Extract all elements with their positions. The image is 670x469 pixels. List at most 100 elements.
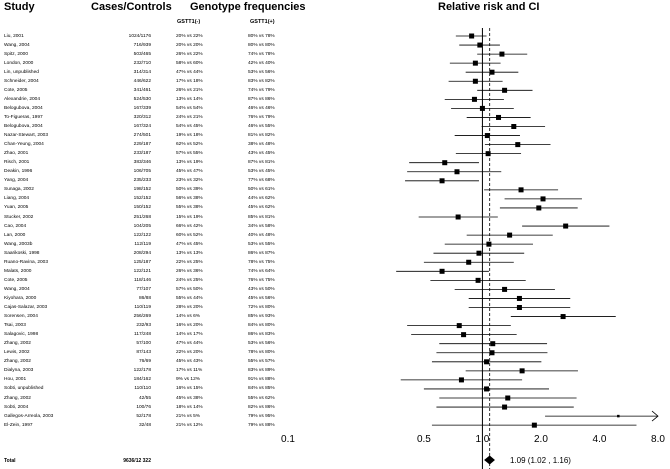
study-name: To-Figueras, 1997 (4, 114, 43, 120)
cases-controls: 383/346 (133, 160, 151, 166)
cases-controls: 122/122 (133, 232, 151, 238)
gstt1-null-freq: 21% vs 12% (176, 422, 203, 428)
study-name: Zhang, 2002 (4, 395, 31, 401)
gstt1-present-freq: 91% vs 88% (248, 377, 275, 383)
study-name: Risch, 2001 (4, 160, 30, 166)
gstt1-present-freq: 83% vs 82% (248, 78, 275, 84)
gstt1-present-freq: 43% vs 45% (248, 151, 275, 157)
gstt1-null-freq: 17% vs 11% (176, 368, 203, 374)
point-estimate (531, 422, 537, 428)
gstt1-present-freq: 80% vs 80% (248, 42, 275, 48)
study-name: Cote, 2005 (4, 277, 28, 283)
study-name: Ruano-Ravina, 2003 (4, 259, 49, 265)
point-estimate (454, 169, 460, 175)
study-name: Dialyna, 2003 (4, 368, 34, 374)
cases-controls: 110/119 (134, 305, 151, 310)
gstt1-present-freq: 34% vs 58% (248, 223, 275, 229)
x-tick-label: 0.1 (281, 434, 295, 445)
gstt1-present-freq: 43% vs 50% (248, 286, 275, 292)
study-name: Lin, unpublished (4, 69, 39, 75)
cases-controls: 152/152 (133, 196, 151, 202)
cases-controls: 125/187 (133, 259, 151, 265)
study-name: Cote, 2005 (4, 87, 28, 93)
study-name: Nazar-Stewart, 2003 (4, 133, 48, 139)
gstt1-present-freq: 79% vs 88% (248, 422, 275, 428)
cases-controls: 42/55 (138, 395, 151, 401)
x-tick-label: 1.0 (475, 434, 490, 445)
gstt1-present-freq: 74% vs 79% (248, 87, 275, 93)
gstt1-null-freq: 16% vs 15% (176, 386, 203, 392)
gstt1-null-freq: 58% vs 60% (176, 60, 203, 66)
cases-controls: 117/248 (134, 332, 151, 338)
point-estimate (536, 205, 542, 211)
gstt1-null-freq: 15% vs 19% (176, 214, 203, 220)
study-name: Belogubova, 2004 (4, 124, 43, 129)
gstt1-present-freq: 84% vs 85% (248, 386, 275, 392)
point-estimate (476, 250, 482, 256)
point-estimate (484, 133, 490, 139)
x-tick-label: 8.0 (651, 434, 665, 445)
point-estimate (486, 241, 492, 247)
gstt1-null-freq: 60% vs 52% (176, 232, 203, 238)
study-name: Stucker, 2002 (4, 214, 34, 220)
gstt1-null-freq: 26% vs 21% (176, 87, 203, 93)
point-estimate (479, 105, 485, 111)
cases-controls: 1024/1176 (128, 33, 151, 39)
gstt1-present-freq: 86% vs 83% (248, 332, 275, 338)
study-name: Malats, 2000 (4, 268, 32, 274)
x-tick-label: 2.0 (533, 434, 548, 445)
gstt1-present-freq: 79% vs 95% (248, 413, 275, 419)
point-estimate (472, 78, 478, 84)
header-relative-risk: Relative risk and CI (438, 1, 540, 13)
gstt1-present-freq: 72% vs 80% (248, 305, 275, 310)
cases-controls: 256/269 (133, 314, 151, 320)
cases-controls: 341/461 (133, 87, 151, 93)
point-estimate (511, 124, 517, 129)
gstt1-present-freq: 80% vs 78% (248, 33, 275, 39)
cases-controls: 76/69 (138, 359, 151, 365)
gstt1-null-freq: 13% vs 19% (176, 160, 203, 166)
gstt1-null-freq: 20% vs 22% (176, 33, 203, 39)
gstt1-null-freq: 66% vs 42% (176, 223, 203, 229)
point-estimate (516, 305, 522, 310)
gstt1-null-freq: 57% vs 50% (176, 286, 203, 292)
study-name: Yang, 2004 (4, 178, 29, 184)
study-name: Gallegos-Arreola, 2003 (4, 413, 54, 419)
gstt1-null-freq: 23% vs 32% (176, 178, 203, 184)
header-genotype-frequencies: Genotype frequencies (190, 1, 306, 13)
gstt1-present-freq: 46% vs 55% (248, 124, 275, 129)
cases-controls: 150/152 (133, 205, 151, 211)
cases-controls: 122/121 (133, 268, 151, 274)
point-estimate (489, 69, 495, 75)
cases-controls: 320/312 (133, 114, 151, 120)
study-name: Zhang, 2002 (4, 359, 31, 365)
gstt1-present-freq: 50% vs 61% (248, 187, 275, 193)
gstt1-present-freq: 78% vs 75% (248, 259, 275, 265)
gstt1-null-freq: 56% vs 38% (176, 196, 203, 202)
cases-controls: 122/178 (133, 368, 151, 374)
gstt1-null-freq: 45% vs 38% (176, 395, 203, 401)
gstt1-null-freq: 13% vs 14% (176, 96, 203, 102)
point-estimate (516, 295, 522, 301)
study-name: Sorensen, 2004 (4, 314, 38, 320)
gstt1-null-freq: 55% vs 38% (176, 205, 203, 211)
study-name: Liu, 2001 (4, 33, 24, 39)
point-estimate (505, 395, 511, 401)
cases-controls: 87/143 (136, 350, 151, 356)
gstt1-null-freq: 54% vs 45% (176, 124, 203, 129)
study-name: Wang, 2004 (4, 42, 30, 48)
study-name: Belogubova, 2004 (4, 105, 43, 111)
study-name: Lan, 2000 (4, 232, 26, 238)
point-estimate (502, 87, 508, 93)
gstt1-present-freq: 82% vs 86% (248, 404, 275, 410)
gstt1-null-freq: 47% vs 44% (176, 69, 203, 75)
cases-controls: 524/530 (133, 96, 151, 102)
gstt1-null-freq: 28% vs 20% (176, 305, 203, 310)
point-estimate (472, 60, 478, 66)
point-estimate (469, 33, 475, 39)
cases-controls: 503/465 (133, 51, 151, 57)
point-estimate (439, 178, 445, 184)
ci-overflow-arrow (651, 410, 659, 422)
gstt1-present-freq: 38% vs 48% (248, 142, 275, 148)
point-estimate (496, 114, 502, 120)
